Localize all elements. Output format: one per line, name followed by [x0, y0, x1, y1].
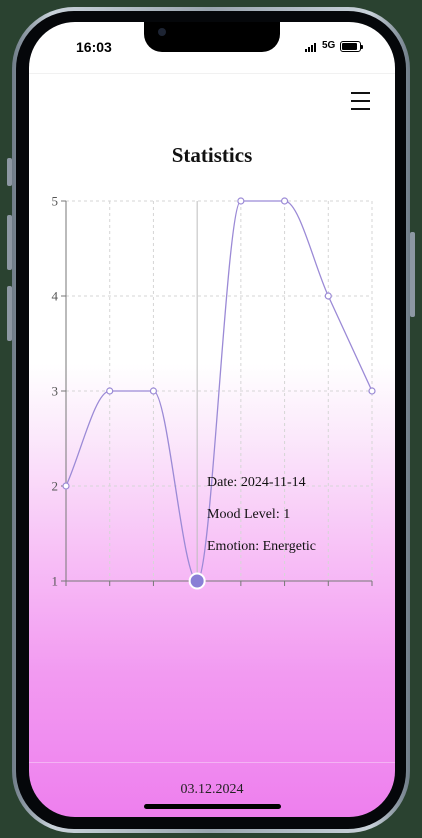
menu-button[interactable]: [351, 92, 371, 110]
dynamic-island: [144, 22, 280, 52]
data-point: [106, 387, 114, 395]
tooltip-mood-level: Mood Level: 1: [207, 507, 291, 522]
data-point: [368, 387, 376, 395]
footer-date: 03.12.2024: [180, 782, 244, 797]
data-point-active: [188, 572, 206, 590]
mood-line-series: [65, 200, 373, 582]
data-point: [62, 482, 70, 490]
y-tick-label: 3: [52, 384, 59, 399]
volume-up-button: [7, 215, 12, 270]
y-tick-label: 1: [52, 574, 59, 589]
tooltip-emotion: Emotion: Energetic: [207, 539, 316, 554]
status-time: 16:03: [76, 39, 112, 55]
header-divider: [29, 73, 395, 74]
silent-switch: [7, 158, 12, 186]
signal-icon: [305, 43, 319, 52]
network-type: 5G: [322, 40, 336, 51]
home-indicator[interactable]: [144, 804, 281, 809]
y-tick-label: 5: [52, 194, 59, 209]
data-point: [280, 197, 289, 205]
volume-down-button: [7, 286, 12, 341]
y-tick-label: 2: [52, 479, 59, 494]
footer-divider: [29, 762, 395, 763]
battery-icon: [340, 41, 363, 52]
data-point: [237, 197, 245, 205]
y-tick-label: 4: [52, 289, 59, 304]
data-point: [149, 387, 158, 395]
menu-icon: [351, 92, 370, 94]
app-screen: 16:03 5G Statistics 1 2 3 4 5 Date: 2024-11-…: [29, 22, 395, 817]
camera-icon: [158, 28, 166, 36]
status-bar: 16:03 5G: [29, 22, 395, 74]
page-title: Statistics: [171, 143, 253, 167]
power-button: [410, 232, 415, 317]
data-point: [324, 292, 332, 300]
mood-chart: 1 2 3 4 5: [52, 194, 376, 590]
tooltip-date: Date: 2024-11-14: [207, 475, 306, 490]
